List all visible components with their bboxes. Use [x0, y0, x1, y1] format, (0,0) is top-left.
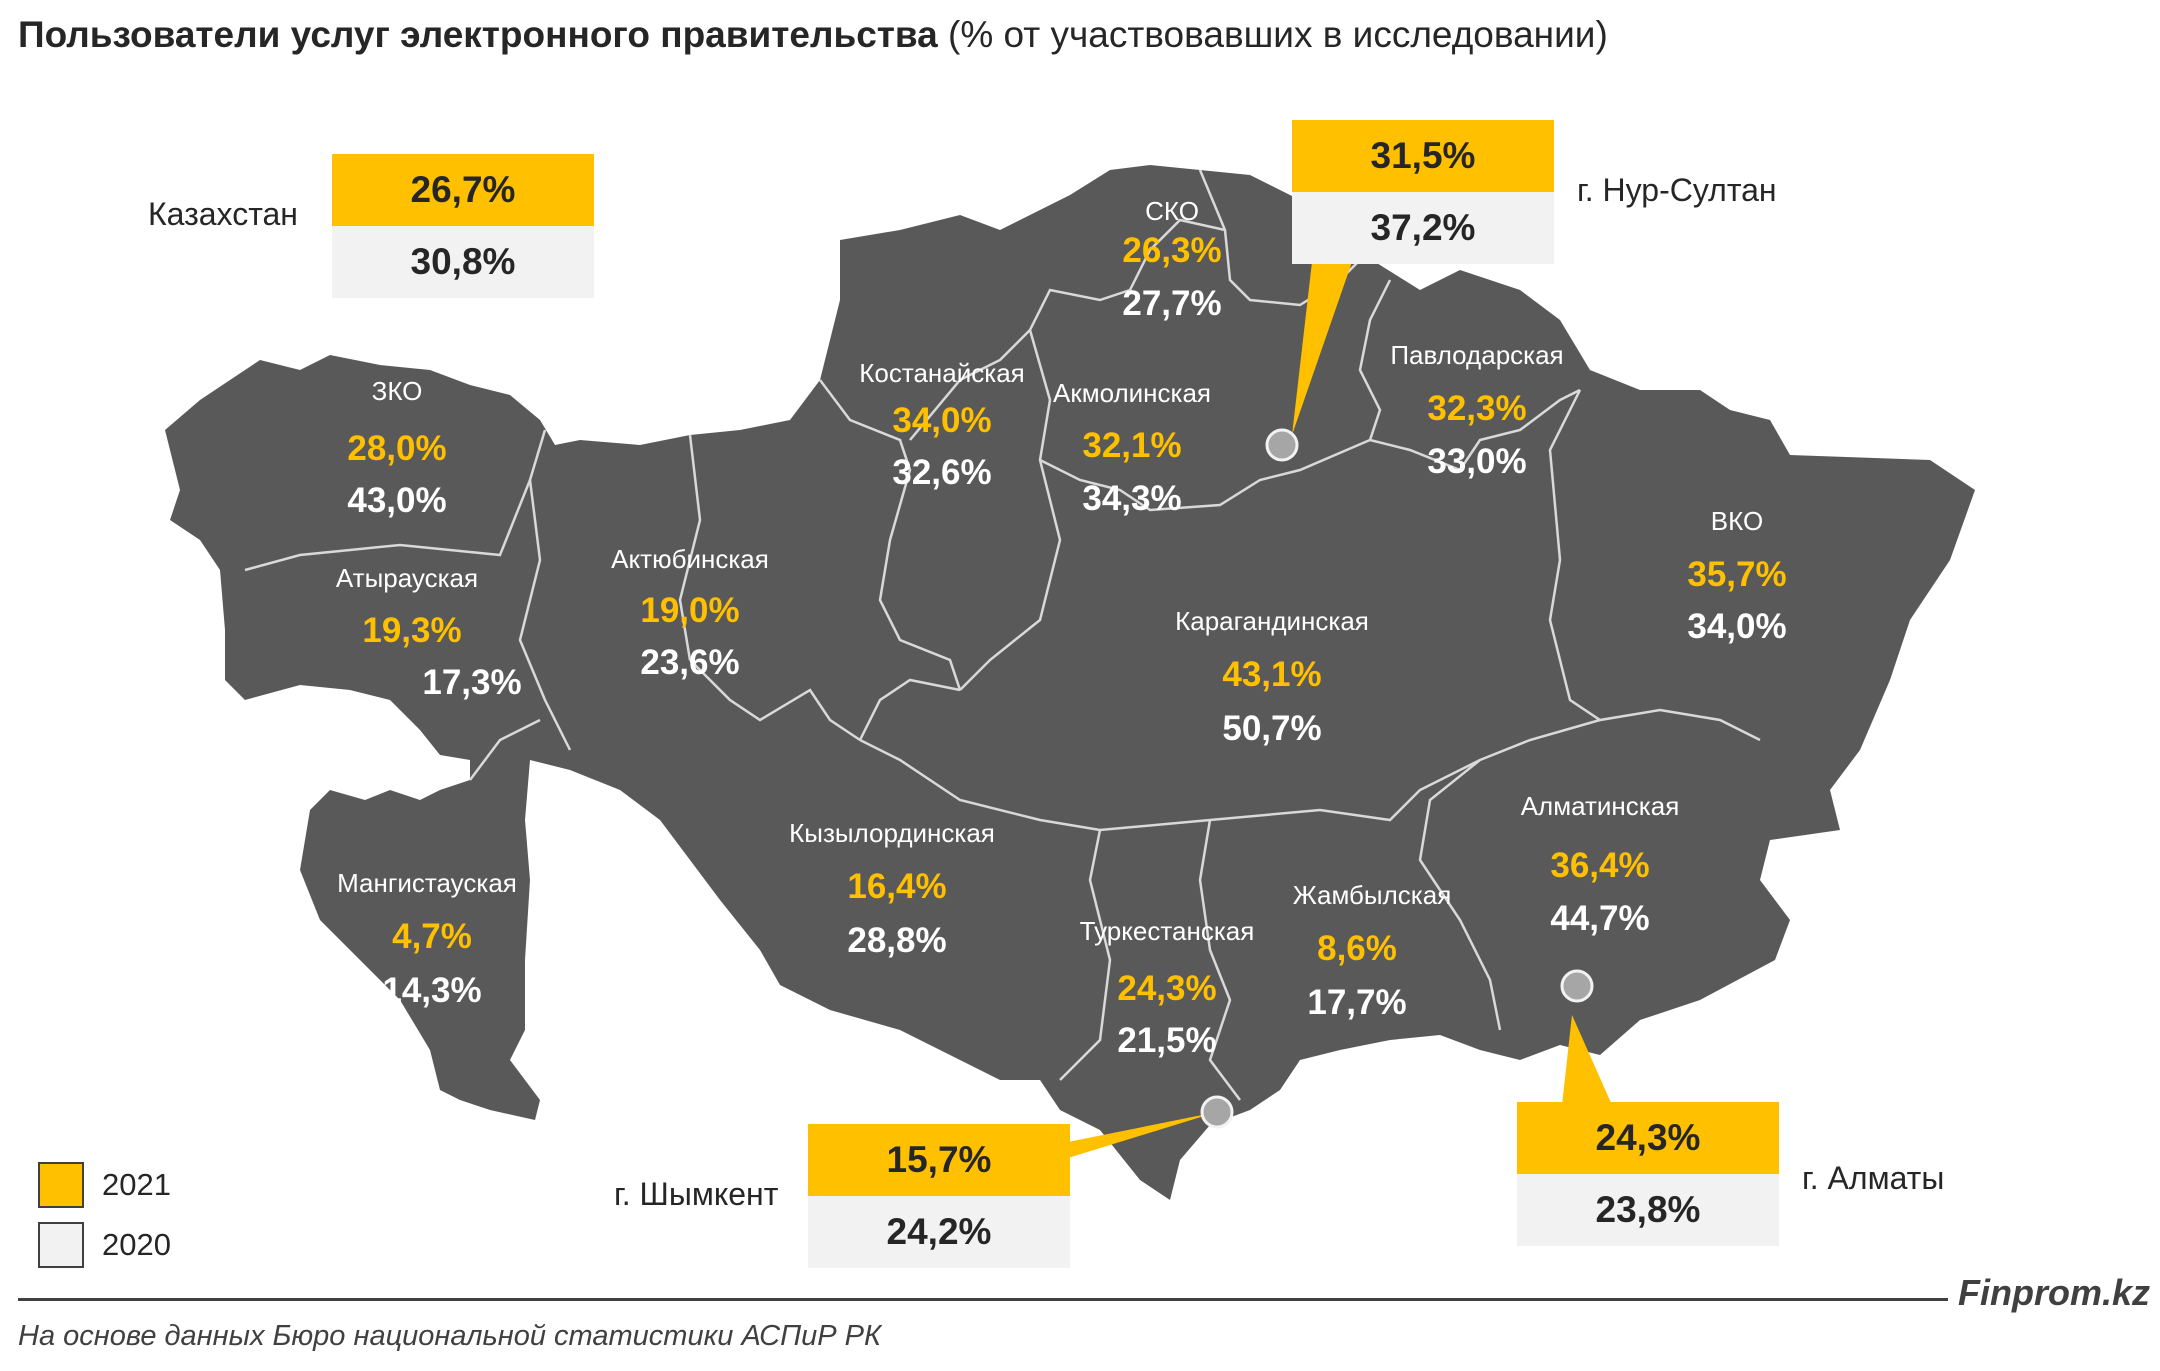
region-value-2020: 17,3% — [422, 663, 521, 702]
region-value-2021: 34,0% — [892, 401, 991, 440]
region-value-2020: 14,3% — [382, 971, 481, 1010]
region-name: Туркестанская — [1080, 916, 1255, 946]
region-value-2021: 24,3% — [1117, 969, 1216, 1008]
brand-logo: Finprom.kz — [1957, 1272, 2150, 1313]
region-value-2021: 32,3% — [1427, 389, 1526, 428]
region-value-2020: 23,6% — [640, 643, 739, 682]
region-name: Актюбинская — [611, 544, 769, 574]
page-title: Пользователи услуг электронного правител… — [18, 14, 1608, 56]
national-label: Казахстан — [148, 196, 298, 232]
source-note: На основе данных Бюро национальной стати… — [18, 1320, 882, 1352]
nur-sultan-callout: 31,5% 37,2% — [1292, 120, 1554, 264]
region-value-2020: 28,8% — [847, 921, 946, 960]
region-value-2021: 28,0% — [347, 429, 446, 468]
region-name: Алматинская — [1521, 791, 1680, 821]
nur-sultan-pointer — [1292, 262, 1352, 435]
region-name: Акмолинская — [1053, 378, 1211, 408]
region-name: ЗКО — [372, 376, 423, 406]
region-name: Атырауская — [336, 563, 478, 593]
region-value-2020: 34,3% — [1082, 479, 1181, 518]
region-name: Жамбылская — [1293, 880, 1452, 910]
legend-swatch-2020 — [38, 1222, 84, 1268]
region-value-2021: 16,4% — [847, 867, 946, 906]
region-value-2020: 44,7% — [1550, 899, 1649, 938]
region-value-2020: 21,5% — [1117, 1021, 1216, 1060]
shymkent-value-2021: 15,7% — [808, 1124, 1070, 1196]
region-name: СКО — [1145, 196, 1199, 226]
region-borders — [244, 169, 1761, 1101]
legend-swatch-2021 — [38, 1162, 84, 1208]
almaty-value-2021: 24,3% — [1517, 1102, 1779, 1174]
footer-divider — [18, 1298, 1948, 1301]
national-value-2020: 30,8% — [332, 226, 594, 298]
region-name: Костанайская — [859, 358, 1025, 388]
shymkent-label: г. Шымкент — [614, 1176, 779, 1212]
title-bold: Пользователи услуг электронного правител… — [18, 14, 938, 55]
region-value-2020: 33,0% — [1427, 442, 1526, 481]
shymkent-value-2020: 24,2% — [808, 1196, 1070, 1268]
almaty-marker — [1560, 969, 1594, 1003]
nur-sultan-marker — [1265, 428, 1299, 462]
legend-label-2021: 2021 — [102, 1167, 171, 1202]
shymkent-pointer — [1068, 1112, 1217, 1158]
national-callout: 26,7% 30,8% — [332, 154, 594, 298]
almaty-callout: 24,3% 23,8% — [1517, 1102, 1779, 1246]
shymkent-callout: 15,7% 24,2% — [808, 1124, 1070, 1268]
country-outline — [165, 165, 1975, 1200]
almaty-label: г. Алматы — [1802, 1160, 1945, 1196]
region-value-2020: 43,0% — [347, 481, 446, 520]
region-name: Мангистауская — [337, 868, 517, 898]
region-value-2021: 32,1% — [1082, 426, 1181, 465]
region-value-2020: 27,7% — [1122, 284, 1221, 323]
region-name: ВКО — [1711, 506, 1763, 536]
nur-sultan-label: г. Нур-Султан — [1577, 172, 1777, 208]
region-value-2021: 19,0% — [640, 591, 739, 630]
region-labels: ЗКО 28,0% 43,0% Атырауская 19,3% 17,3% М… — [336, 196, 1787, 1060]
region-value-2020: 32,6% — [892, 453, 991, 492]
almaty-value-2020: 23,8% — [1517, 1174, 1779, 1246]
region-name: Павлодарская — [1390, 340, 1563, 370]
national-value-2021: 26,7% — [332, 154, 594, 226]
region-value-2021: 43,1% — [1222, 655, 1321, 694]
region-value-2021: 26,3% — [1122, 231, 1221, 270]
region-value-2020: 17,7% — [1307, 983, 1406, 1022]
region-value-2021: 35,7% — [1687, 555, 1786, 594]
region-value-2021: 36,4% — [1550, 846, 1649, 885]
region-value-2021: 19,3% — [362, 611, 461, 650]
region-value-2020: 50,7% — [1222, 709, 1321, 748]
shymkent-marker — [1200, 1095, 1234, 1129]
region-name: Карагандинская — [1175, 606, 1369, 636]
legend-2021: 2021 — [38, 1162, 171, 1208]
region-value-2021: 8,6% — [1317, 929, 1397, 968]
title-normal: (% от участвовавших в исследовании) — [948, 14, 1608, 55]
almaty-pointer — [1562, 1015, 1612, 1105]
region-value-2021: 4,7% — [392, 917, 472, 956]
region-name: Кызылординская — [789, 818, 995, 848]
nur-sultan-value-2021: 31,5% — [1292, 120, 1554, 192]
nur-sultan-value-2020: 37,2% — [1292, 192, 1554, 264]
legend-2020: 2020 — [38, 1222, 171, 1268]
region-value-2020: 34,0% — [1687, 607, 1786, 646]
legend-label-2020: 2020 — [102, 1227, 171, 1262]
